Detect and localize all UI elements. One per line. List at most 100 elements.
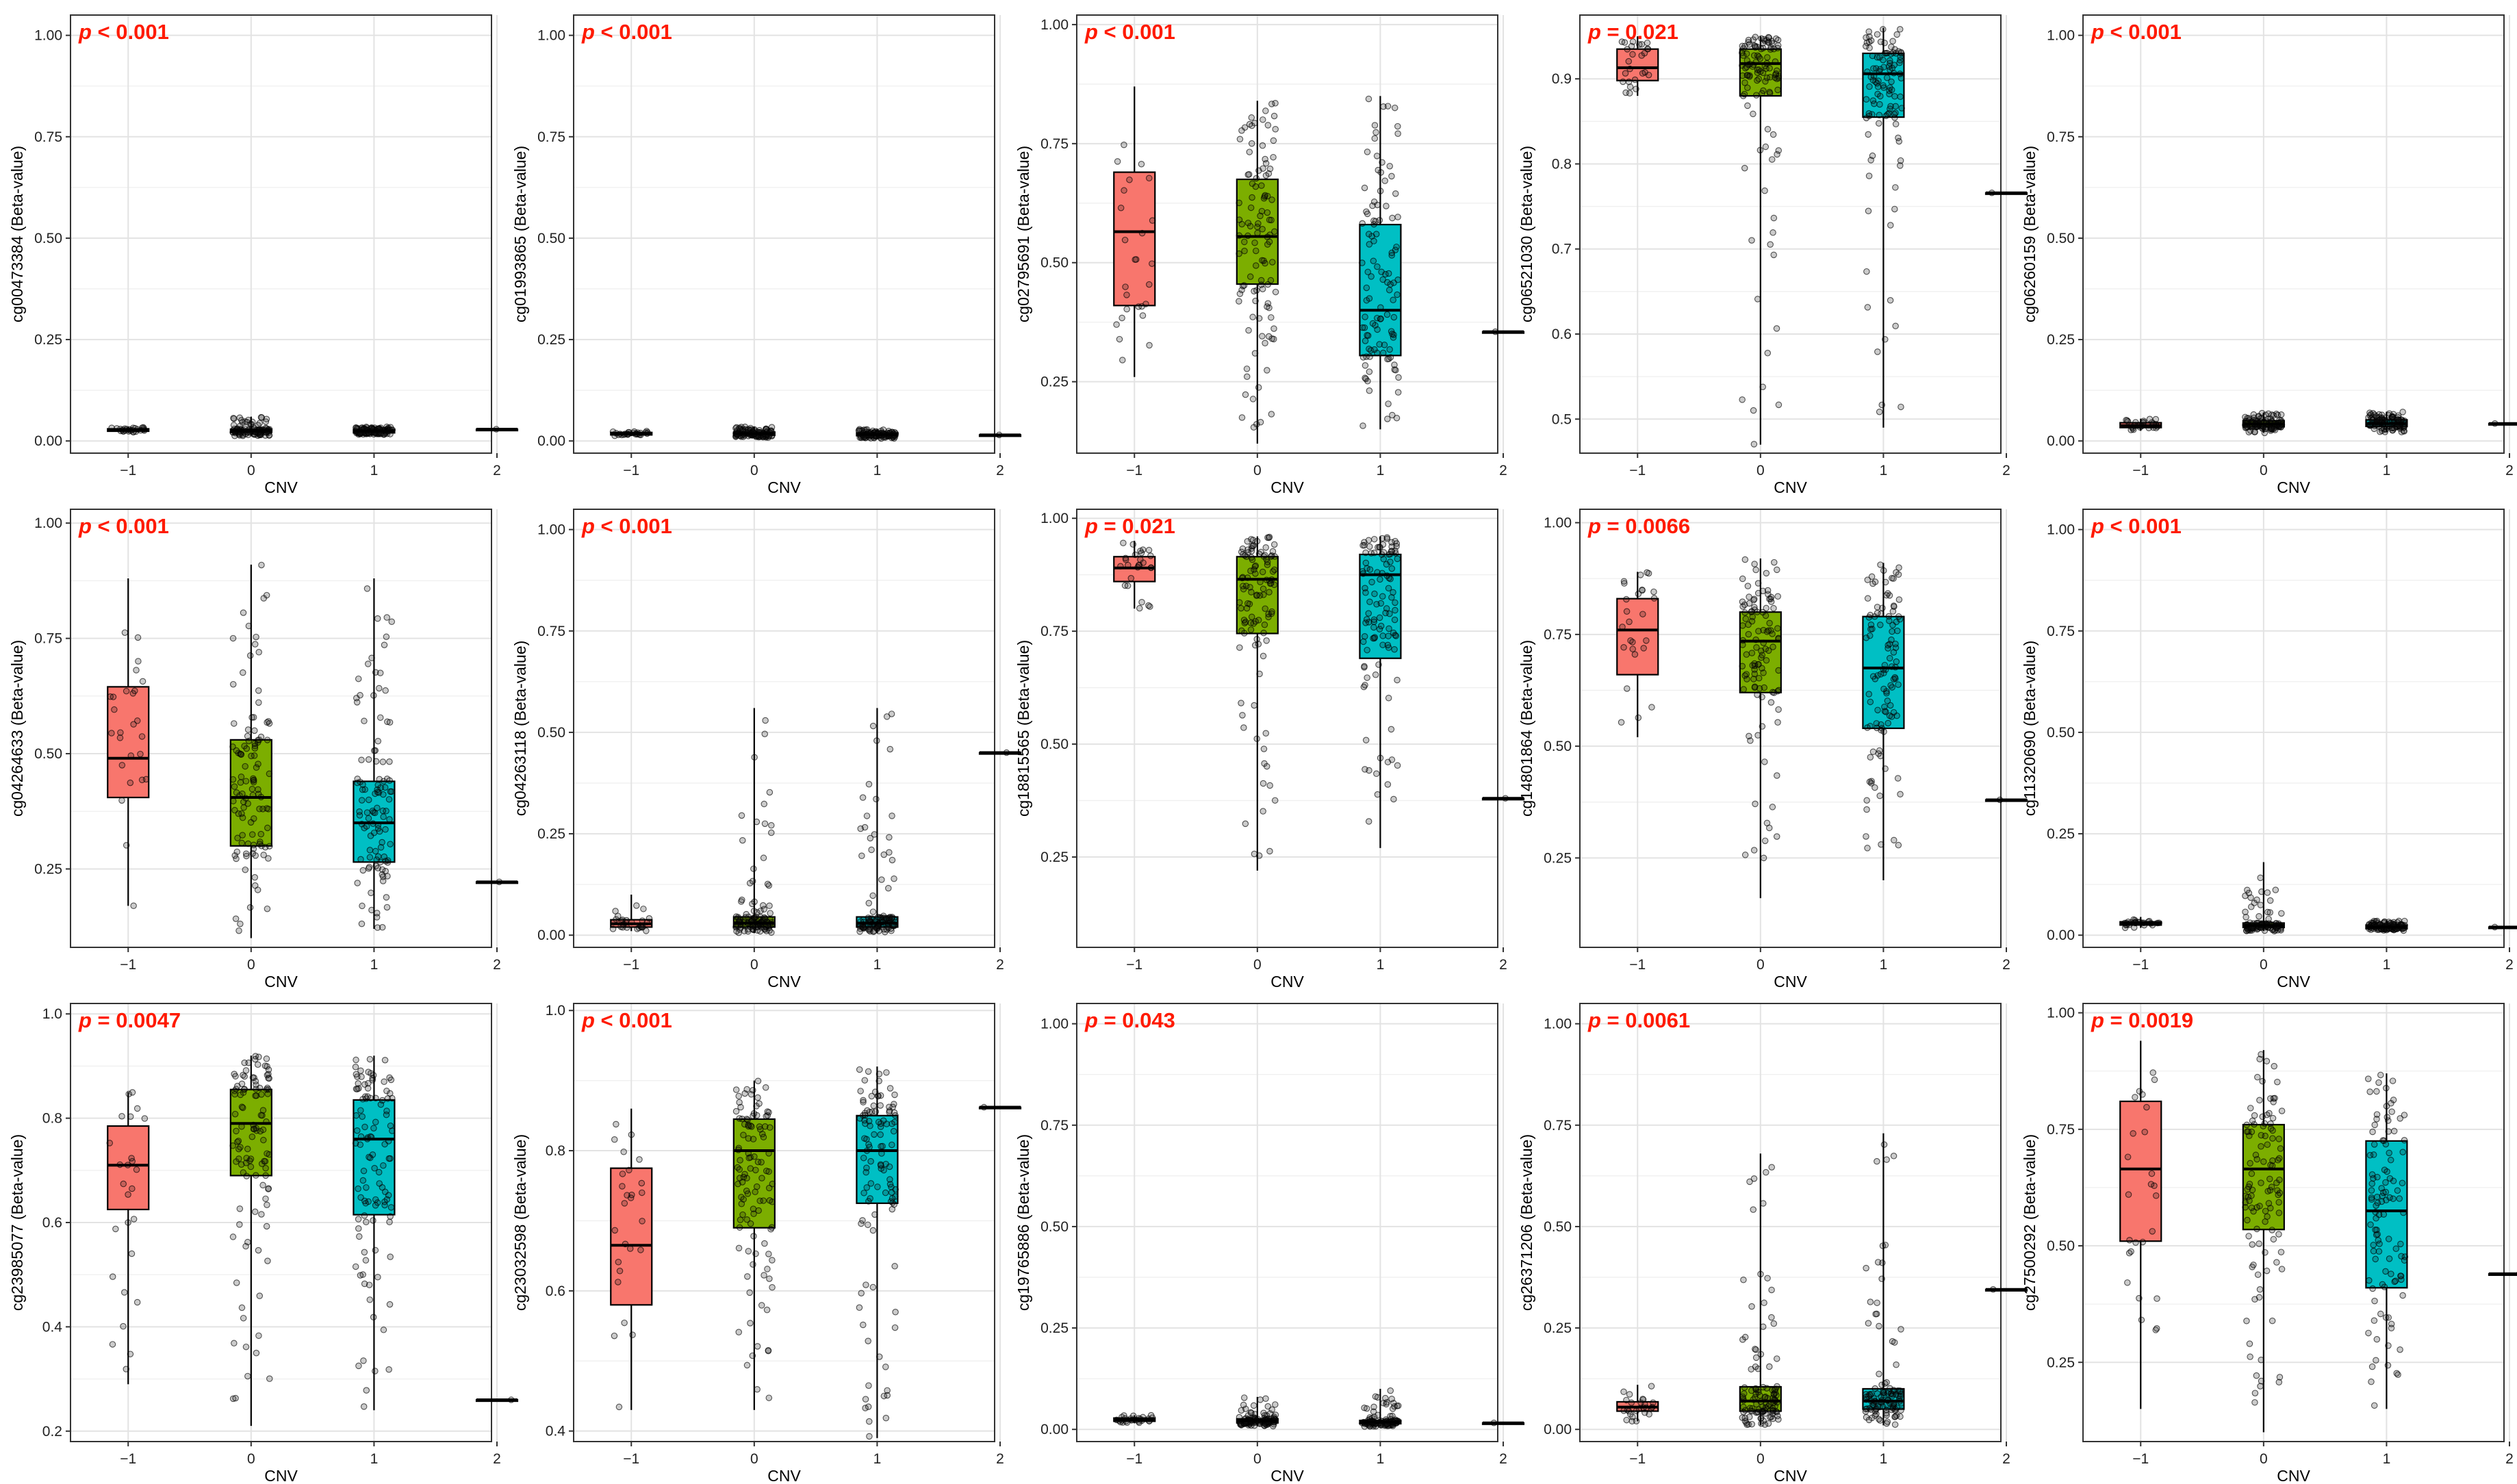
data-point (2377, 1310, 2384, 1318)
data-point (1893, 1361, 1900, 1368)
data-point (891, 435, 897, 442)
x-tick-label: −1 (120, 1451, 136, 1467)
data-point (739, 836, 746, 844)
data-point (1270, 335, 1277, 343)
data-point (1392, 606, 1398, 614)
data-point (1240, 1401, 1247, 1409)
data-point (1253, 537, 1261, 545)
data-point (125, 1219, 131, 1226)
data-point (1388, 172, 1395, 180)
data-point (2262, 425, 2269, 432)
y-tick-label: 0.75 (1544, 1118, 1572, 1134)
data-point (2385, 1342, 2392, 1349)
data-point (133, 1105, 141, 1112)
data-point (2124, 1279, 2131, 1286)
data-point (1629, 38, 1637, 45)
data-point (1892, 322, 1899, 329)
x-tick-label: −1 (623, 957, 639, 973)
data-point (747, 1165, 754, 1172)
data-point (377, 1101, 385, 1108)
data-point (1887, 103, 1894, 110)
data-point (611, 1332, 618, 1340)
data-point (1268, 216, 1275, 224)
data-point (2401, 1257, 2408, 1264)
data-point (611, 1227, 619, 1234)
data-point (363, 1387, 370, 1394)
data-point (2146, 415, 2154, 423)
data-point (1252, 183, 1260, 190)
data-point (264, 1257, 271, 1264)
data-point (1863, 39, 1871, 47)
data-point (1893, 31, 1900, 38)
y-tick-label: 1.00 (2047, 28, 2075, 44)
data-point (374, 825, 382, 832)
data-point (2390, 425, 2398, 432)
y-tick-label: 0.8 (42, 1111, 62, 1127)
data-point (240, 1104, 246, 1112)
data-point (1891, 836, 1898, 844)
data-point (259, 1181, 266, 1189)
y-tick-label: 1.00 (1040, 17, 1069, 33)
data-point (1773, 75, 1780, 82)
box-cnv-2 (1984, 189, 2028, 196)
data-point (883, 713, 891, 720)
data-point (2372, 1255, 2379, 1263)
data-point (1874, 31, 1881, 38)
data-point (1360, 638, 1367, 645)
y-tick-label: 0.50 (1040, 255, 1069, 271)
data-point (2244, 1216, 2251, 1224)
data-point (1383, 534, 1391, 541)
data-point (1388, 726, 1395, 733)
iqr-box (1616, 48, 1659, 81)
data-point (359, 902, 366, 910)
data-point (256, 806, 263, 813)
data-point (1262, 340, 1268, 346)
data-point (880, 914, 887, 921)
data-point (1743, 651, 1750, 658)
data-point (2267, 1120, 2274, 1127)
data-point (1883, 1156, 1890, 1163)
data-point (385, 796, 393, 803)
data-point (2138, 1316, 2145, 1324)
data-point (127, 1113, 134, 1120)
iqr-box (1113, 171, 1156, 307)
data-point (238, 751, 244, 758)
data-point (763, 1306, 771, 1314)
data-point (1752, 800, 1759, 808)
data-point (255, 737, 263, 743)
data-point (1251, 239, 1258, 246)
data-point (862, 1396, 869, 1403)
data-point (235, 927, 242, 934)
data-point (1650, 588, 1657, 596)
data-point (133, 1166, 140, 1173)
y-tick-label: 0.25 (537, 332, 565, 348)
data-point (619, 1183, 626, 1190)
data-point (2266, 1175, 2273, 1183)
data-point (1373, 153, 1381, 159)
data-point (257, 839, 264, 845)
x-tick-label: 2 (1499, 463, 1507, 478)
data-point (383, 904, 391, 911)
data-point (1243, 373, 1251, 381)
data-point (867, 834, 874, 842)
data-point (376, 685, 383, 692)
data-point (1392, 632, 1400, 639)
data-point (120, 1322, 127, 1330)
data-point (1360, 683, 1368, 691)
data-point (231, 783, 238, 790)
data-point (1867, 754, 1874, 761)
data-point (2386, 1255, 2393, 1262)
y-tick-label: 0.75 (34, 631, 62, 647)
data-point (233, 747, 240, 754)
data-point (1865, 28, 1872, 36)
data-point (749, 878, 756, 885)
data-point (1392, 366, 1399, 374)
y-axis-title: cg04264633 (Beta-value) (8, 640, 26, 817)
data-point (1774, 67, 1780, 74)
data-point (2375, 1079, 2382, 1086)
data-point (1262, 544, 1269, 551)
y-axis-title: cg06521030 (Beta-value) (1518, 146, 1535, 322)
data-point (1119, 357, 1126, 363)
data-point (1889, 628, 1895, 635)
x-tick-label: 0 (1253, 1451, 1262, 1467)
